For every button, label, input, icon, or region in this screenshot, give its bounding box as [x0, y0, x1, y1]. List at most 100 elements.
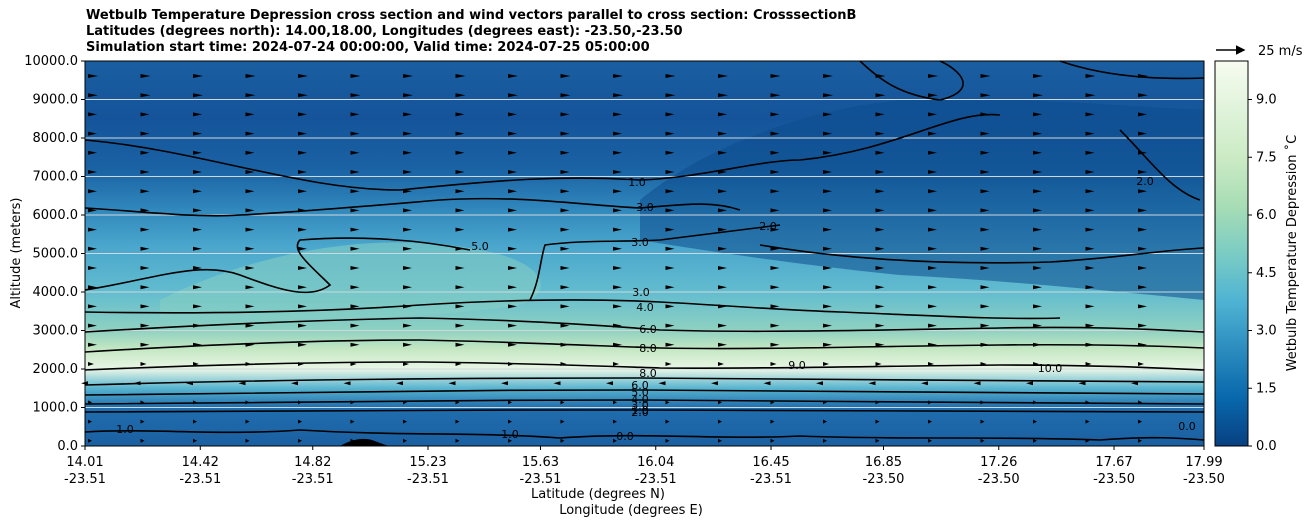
contour-label: 3.0 [631, 399, 649, 412]
wind-vector [770, 304, 780, 309]
wind-vector [665, 170, 675, 174]
wind-vector [508, 419, 512, 424]
wind-vector [1085, 227, 1095, 232]
wind-vector [823, 74, 833, 78]
wind-vector [718, 227, 727, 232]
wind-vector [665, 400, 670, 405]
wind-vector [718, 400, 722, 405]
wind-vector [403, 74, 413, 78]
wind-vector [350, 150, 360, 155]
title-line-2: Latitudes (degrees north): 14.00,18.00, … [86, 24, 683, 39]
wind-vector [455, 438, 460, 443]
wind-vector [823, 227, 832, 232]
wind-vector [291, 381, 298, 386]
wind-vector [193, 227, 202, 232]
wind-vector [298, 266, 307, 270]
wind-vector [613, 170, 622, 174]
y-tick-label: 4000.0 [33, 285, 79, 300]
wind-vector [455, 285, 465, 290]
wind-vector [665, 246, 675, 251]
wind-vector [770, 246, 780, 251]
wind-vector [1131, 381, 1138, 386]
wind-vector [455, 400, 460, 405]
wind-vector [245, 266, 255, 270]
wind-vector [921, 381, 928, 386]
contour-line [759, 244, 1205, 264]
wind-vector [718, 285, 727, 290]
wind-vector [88, 227, 97, 232]
wind-vector [245, 285, 255, 290]
wind-vector [350, 323, 360, 328]
wind-vector [403, 189, 412, 194]
wind-vector [140, 362, 147, 366]
wind-vector [613, 285, 622, 290]
wind-vector [193, 342, 202, 347]
wind-vector [298, 246, 307, 251]
wind-vector [613, 131, 622, 136]
wind-vector [245, 362, 252, 366]
contour-label: 3.0 [636, 201, 654, 214]
wind-vector [88, 266, 97, 270]
wind-vector [508, 438, 512, 443]
wind-vector [1138, 362, 1144, 366]
wind-vector [665, 304, 675, 309]
wind-vector [665, 74, 676, 78]
wind-vector [823, 438, 827, 443]
wind-vector [350, 438, 355, 443]
wind-vector [508, 246, 517, 251]
wind-vector [613, 189, 622, 194]
wind-vector [403, 93, 413, 98]
wind-vector [770, 170, 780, 174]
wind-vector [1033, 342, 1042, 347]
wind-vector [455, 419, 460, 424]
wind-vector [350, 246, 360, 251]
wind-vector [193, 112, 202, 117]
wind-vector [403, 438, 407, 443]
contour-label: 2.0 [1136, 175, 1154, 188]
wind-vector [553, 381, 561, 386]
wind-vector [1138, 342, 1147, 347]
wind-vector [928, 150, 937, 155]
title-line-3: Simulation start time: 2024-07-24 00:00:… [86, 40, 650, 55]
wind-vector [350, 362, 357, 366]
wind-vector [823, 342, 832, 347]
wind-vector [298, 131, 307, 136]
x-tick-label-lat: 15.63 [522, 455, 559, 470]
x-tick-label-lon: -23.50 [1093, 472, 1135, 487]
wind-vector [238, 381, 246, 386]
wind-vector [298, 74, 308, 78]
wind-vector [508, 285, 517, 290]
wind-vector [770, 208, 780, 213]
wind-vector [665, 362, 672, 366]
wind-vector [770, 266, 780, 270]
wind-vector [140, 150, 150, 155]
wind-vector [823, 131, 832, 136]
wind-vector [1033, 189, 1042, 194]
wind-vector [193, 266, 202, 270]
wind-vector [613, 112, 622, 117]
wind-vector [1138, 93, 1148, 98]
wind-vector [193, 419, 197, 424]
gridlines [85, 99, 1204, 408]
wind-vector [403, 131, 412, 136]
wind-vector [980, 208, 990, 213]
wind-vector [665, 266, 675, 270]
wind-vector [140, 170, 150, 174]
wind-vector [928, 362, 934, 366]
wind-vector [980, 323, 990, 328]
wind-vector [88, 323, 97, 328]
wind-vector [350, 266, 360, 270]
wind-vector [613, 400, 617, 405]
y-tick-label: 6000.0 [33, 208, 79, 223]
wind-vector [770, 419, 775, 424]
wind-vector [928, 400, 932, 405]
wind-vector [193, 323, 202, 328]
wind-vector [1033, 208, 1042, 213]
wind-vector [875, 227, 885, 232]
wind-vector [1085, 131, 1095, 136]
wind-vector [403, 170, 412, 174]
wind-vector [823, 150, 832, 155]
wind-vector [455, 342, 465, 347]
wind-vector [245, 438, 250, 443]
wind-vector [140, 208, 150, 213]
